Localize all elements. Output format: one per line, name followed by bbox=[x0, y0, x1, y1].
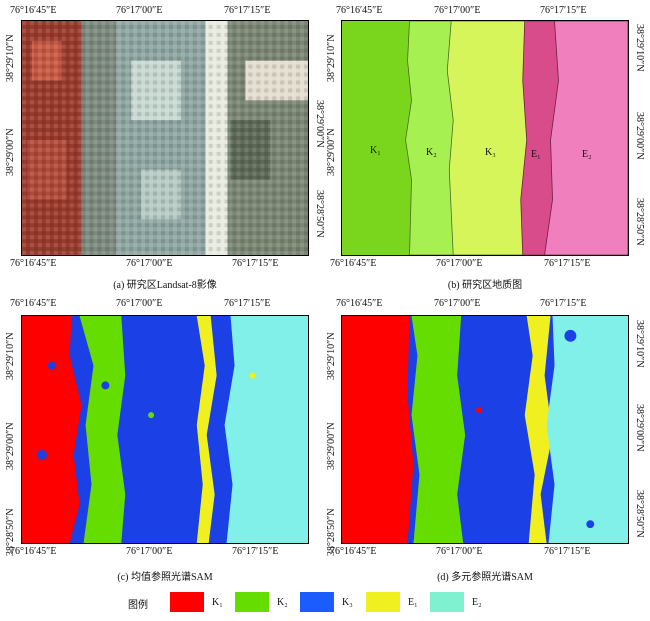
panel-a-landsat-image bbox=[21, 20, 309, 256]
tick-b-right-2: 38°29′00″N bbox=[634, 112, 645, 160]
tick-b-right-3: 38°28′50″N bbox=[634, 198, 645, 246]
legend-item-e1: E₁ bbox=[366, 592, 418, 612]
geo-label-e1: E₁ bbox=[531, 149, 541, 160]
tick-c-bot-1: 76°16′45″E bbox=[10, 546, 57, 557]
tick-d-top-1: 76°16′45″E bbox=[336, 298, 383, 309]
tick-b-right-1: 38°29′10″N bbox=[634, 24, 645, 72]
legend-title: 图例 bbox=[128, 600, 148, 611]
tick-d-bot-1: 76°16′45″E bbox=[330, 546, 377, 557]
caption-b: (b) 研究区地质图 bbox=[447, 280, 523, 291]
legend-swatch-k3 bbox=[300, 592, 334, 612]
tick-d-right-3: 38°28′50″N bbox=[634, 490, 645, 538]
tick-c-top-1: 76°16′45″E bbox=[10, 298, 57, 309]
geo-label-k1: K₁ bbox=[370, 145, 381, 156]
tick-b-bot-3: 76°17′15″E bbox=[544, 258, 591, 269]
geo-label-k2: K₂ bbox=[426, 147, 437, 158]
caption-d: (d) 多元参照光谱SAM bbox=[437, 572, 533, 583]
tick-a-left-1: 38°29′10″N bbox=[5, 34, 16, 82]
tick-d-right-2: 38°29′00″N bbox=[634, 404, 645, 452]
panel-d-multi-sam-map bbox=[341, 315, 629, 544]
legend-item-k2: K₂ bbox=[235, 592, 288, 612]
tick-b-top-2: 76°17′00″E bbox=[434, 5, 481, 16]
tick-d-bot-2: 76°17′00″E bbox=[436, 546, 483, 557]
tick-b-left-2: 38°29′00″N bbox=[326, 128, 337, 176]
geo-label-k3: K₃ bbox=[485, 147, 496, 158]
tick-b-top-3: 76°17′15″E bbox=[540, 5, 587, 16]
tick-a-bot-1: 76°16′45″E bbox=[10, 258, 57, 269]
tick-a-top-1: 76°16′45″E bbox=[10, 5, 57, 16]
tick-b-bot-2: 76°17′00″E bbox=[436, 258, 483, 269]
legend-swatch-k2 bbox=[235, 592, 269, 612]
tick-c-bot-3: 76°17′15″E bbox=[232, 546, 279, 557]
legend-swatch-e1 bbox=[366, 592, 400, 612]
tick-d-right-1: 38°29′10″N bbox=[634, 320, 645, 368]
legend-swatch-e2 bbox=[430, 592, 464, 612]
tick-c-top-2: 76°17′00″E bbox=[116, 298, 163, 309]
legend-label-e2: E₂ bbox=[472, 596, 482, 608]
legend-swatch-k1 bbox=[170, 592, 204, 612]
tick-a-top-3: 76°17′15″E bbox=[224, 5, 271, 16]
tick-a-bot-3: 76°17′15″E bbox=[232, 258, 279, 269]
tick-a-bot-2: 76°17′00″E bbox=[126, 258, 173, 269]
legend-label-k1: K₁ bbox=[212, 596, 223, 608]
caption-c: (c) 均值参照光谱SAM bbox=[117, 572, 213, 583]
tick-c-left-1: 38°29′10″N bbox=[5, 332, 16, 380]
tick-d-left-3: 38°28′50″N bbox=[326, 508, 337, 556]
legend-label-k2: K₂ bbox=[277, 596, 288, 608]
tick-c-bot-2: 76°17′00″E bbox=[126, 546, 173, 557]
tick-a-left-2: 38°29′00″N bbox=[5, 128, 16, 176]
legend-item-k1: K₁ bbox=[170, 592, 223, 612]
tick-b-bot-1: 76°16′45″E bbox=[330, 258, 377, 269]
tick-b-top-1: 76°16′45″E bbox=[336, 5, 383, 16]
tick-d-bot-3: 76°17′15″E bbox=[544, 546, 591, 557]
tick-d-top-2: 76°17′00″E bbox=[434, 298, 481, 309]
tick-a-right-1: 38°29′00″N bbox=[314, 100, 325, 148]
tick-a-top-2: 76°17′00″E bbox=[116, 5, 163, 16]
tick-c-left-2: 38°29′00″N bbox=[5, 422, 16, 470]
geo-label-e2: E₂ bbox=[582, 149, 592, 160]
tick-d-left-1: 38°29′10″N bbox=[326, 332, 337, 380]
legend-label-k3: K₃ bbox=[342, 596, 353, 608]
legend-item-k3: K₃ bbox=[300, 592, 353, 612]
panel-b-geological-map: K₁ K₂ K₃ E₁ E₂ bbox=[341, 20, 629, 256]
tick-b-left-1: 38°29′10″N bbox=[326, 34, 337, 82]
tick-c-left-3: 38°28′50″N bbox=[5, 508, 16, 556]
tick-c-top-3: 76°17′15″E bbox=[224, 298, 271, 309]
tick-d-left-2: 38°29′00″N bbox=[326, 422, 337, 470]
legend-label-e1: E₁ bbox=[408, 596, 418, 608]
tick-d-top-3: 76°17′15″E bbox=[540, 298, 587, 309]
caption-a: (a) 研究区Landsat-8影像 bbox=[113, 280, 217, 291]
panel-c-mean-sam-map bbox=[21, 315, 309, 544]
legend-item-e2: E₂ bbox=[430, 592, 482, 612]
tick-a-right-2: 38°28′50″N bbox=[314, 190, 325, 238]
